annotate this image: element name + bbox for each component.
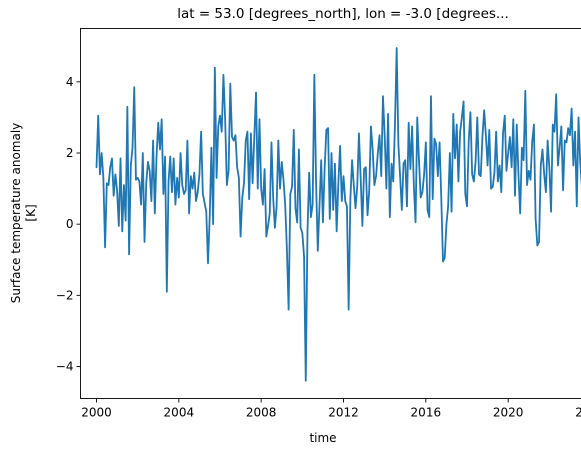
x-tick-label: 2020 — [493, 406, 524, 420]
y-tick-label: −2 — [56, 288, 74, 302]
x-tick-label: 2016 — [411, 406, 442, 420]
x-tick-label: 2004 — [164, 406, 195, 420]
y-axis-label-line-1: Surface temperature anomaly — [9, 123, 23, 304]
x-tick-label: 2008 — [246, 406, 277, 420]
x-axis-label: time — [309, 431, 336, 445]
y-tick-label: −4 — [56, 359, 74, 373]
x-tick-label: 2000 — [81, 406, 112, 420]
y-tick-label: 2 — [66, 146, 74, 160]
y-tick-label: 4 — [66, 75, 74, 89]
y-axis-label: Surface temperature anomaly [K] — [9, 123, 38, 304]
chart-title: lat = 53.0 [degrees_north], lon = -3.0 [… — [177, 6, 509, 22]
y-axis: −4 −2 0 2 4 — [56, 75, 81, 373]
y-tick-label: 0 — [66, 217, 74, 231]
anomaly-series-line — [95, 47, 581, 382]
plot-area — [80, 28, 581, 399]
y-axis-label-line-2: [K] — [24, 204, 38, 221]
x-tick-label: 2012 — [328, 406, 359, 420]
